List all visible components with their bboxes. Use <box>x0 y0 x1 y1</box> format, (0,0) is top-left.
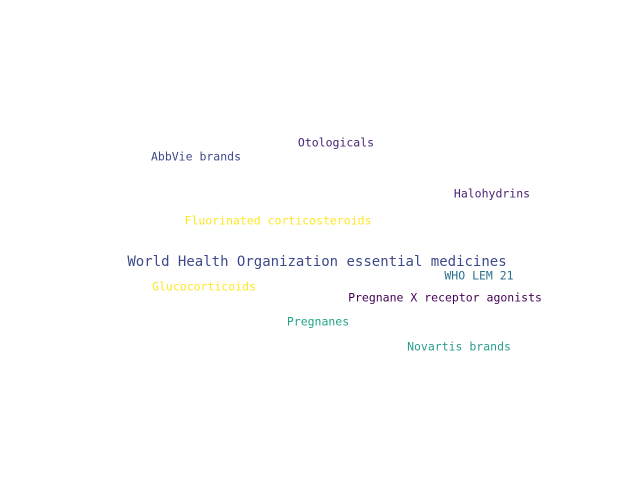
word-glucocorticoids: Glucocorticoids <box>152 279 256 294</box>
word-otologicals: Otologicals <box>297 135 375 150</box>
word-novartis-brands: Novartis brands <box>407 339 511 354</box>
word-abbvie-brands: AbbVie brands <box>150 149 242 164</box>
word-who-essential-medicines: World Health Organization essential medi… <box>127 254 507 270</box>
word-who-lem-21: WHO LEM 21 <box>444 268 514 283</box>
word-pregnanes: Pregnanes <box>286 314 350 329</box>
word-pregnane-x-receptor-agonists: Pregnane X receptor agonists <box>348 290 542 305</box>
word-fluorinated-corticosteroids: Fluorinated corticosteroids <box>184 213 372 228</box>
word-halohydrins: Halohydrins <box>453 186 531 201</box>
